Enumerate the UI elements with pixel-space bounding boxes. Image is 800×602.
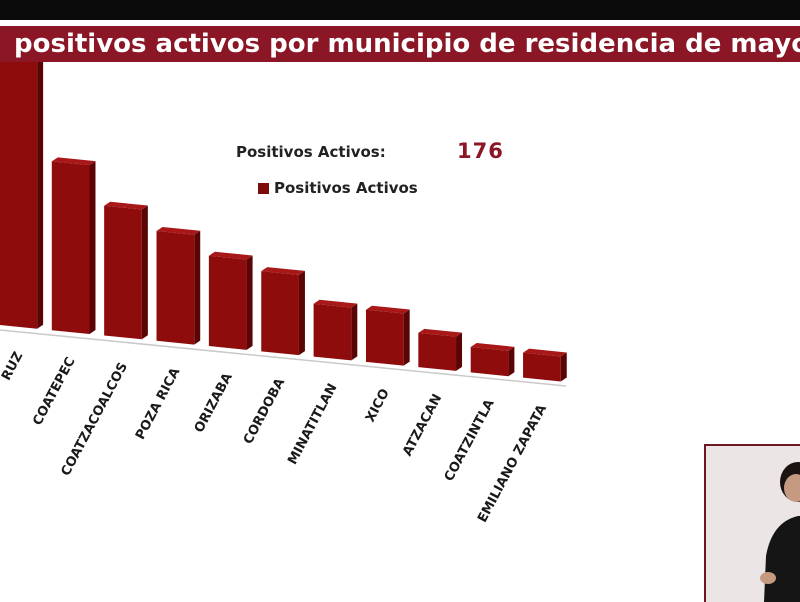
category-label: XICO xyxy=(363,386,393,424)
bar-top xyxy=(313,299,358,308)
total-label: Positivos Activos: xyxy=(236,143,386,161)
bar-front xyxy=(104,205,142,340)
bar-top xyxy=(104,201,148,210)
category-label: POZA RICA xyxy=(133,365,183,442)
bar-atzacan xyxy=(418,328,463,371)
bar-side xyxy=(194,230,201,345)
bar-top xyxy=(365,305,410,314)
bar-coatepec xyxy=(51,157,96,335)
title-banner: positivos activos por municipio de resid… xyxy=(0,26,800,62)
chart-floor-line xyxy=(0,329,567,387)
bar-front xyxy=(208,255,247,350)
bar-side xyxy=(351,303,358,361)
bar-top xyxy=(261,267,305,275)
bar-xico xyxy=(365,305,410,366)
bar-top xyxy=(208,251,253,260)
bar-front xyxy=(51,161,90,335)
bar-front xyxy=(418,332,457,371)
bar-side xyxy=(246,255,253,350)
category-label: COATEPEC xyxy=(30,355,78,428)
bar-side xyxy=(141,205,148,340)
bar-ruz xyxy=(0,62,44,329)
bar-side xyxy=(456,332,463,371)
bar-coatzacoalcos xyxy=(104,201,148,340)
bar-orizaba xyxy=(208,251,253,350)
interpreter-window xyxy=(704,444,800,602)
legend-swatch xyxy=(258,182,269,194)
top-black-bar xyxy=(0,0,800,20)
bar-emiliano-zapata xyxy=(523,348,567,382)
interpreter-face xyxy=(784,474,800,502)
bar-top xyxy=(470,343,515,351)
bar-front xyxy=(261,271,299,356)
bar-poza-rica xyxy=(156,226,201,345)
legend-label: Positivos Activos xyxy=(274,179,418,197)
bar-front xyxy=(470,347,509,377)
bar-top xyxy=(418,328,463,337)
category-label: ORIZABA xyxy=(192,371,236,436)
bar-front xyxy=(156,230,195,345)
bar-top xyxy=(156,226,201,235)
chart-legend: Positivos Activos xyxy=(258,179,418,197)
chart-title: positivos activos por municipio de resid… xyxy=(14,29,800,59)
category-label: MINATITLAN xyxy=(285,381,340,467)
bar-side xyxy=(89,161,96,335)
bar-side xyxy=(298,270,305,356)
bar-side xyxy=(560,352,567,382)
bar-coatzintla xyxy=(470,343,515,377)
category-label: COATZINTLA xyxy=(442,397,498,484)
category-label: CORDOBA xyxy=(241,376,288,447)
bar-front xyxy=(523,352,561,382)
bar-front xyxy=(365,309,404,366)
bar-minatitlan xyxy=(313,299,358,361)
bar-top xyxy=(51,157,96,166)
bar-side xyxy=(403,309,410,366)
bar-cordoba xyxy=(261,267,305,356)
bar-front xyxy=(0,62,38,329)
bar-side xyxy=(508,346,515,377)
bar-front xyxy=(313,303,352,361)
bar-top xyxy=(523,348,567,357)
total-value: 176 xyxy=(457,139,504,163)
category-label: RUZ xyxy=(0,350,26,384)
interpreter-hand xyxy=(760,572,776,584)
category-label: ATZACAN xyxy=(400,392,445,459)
bar-side xyxy=(37,62,44,329)
chart-area: RUZ COATEPEC COATZACOALCOS POZA RICA ORIZABA… xyxy=(0,62,800,600)
interpreter-figure xyxy=(706,446,800,602)
